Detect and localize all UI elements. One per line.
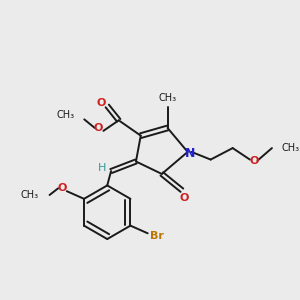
Text: CH₃: CH₃	[57, 110, 75, 120]
Text: N: N	[185, 147, 196, 160]
Text: O: O	[97, 98, 106, 108]
Text: H: H	[98, 163, 106, 173]
Text: Br: Br	[150, 231, 164, 241]
Text: CH₃: CH₃	[21, 190, 39, 200]
Text: O: O	[94, 123, 103, 133]
Text: CH₃: CH₃	[281, 143, 300, 153]
Text: CH₃: CH₃	[158, 93, 177, 103]
Text: O: O	[249, 155, 258, 166]
Text: O: O	[57, 183, 67, 193]
Text: O: O	[179, 193, 188, 203]
